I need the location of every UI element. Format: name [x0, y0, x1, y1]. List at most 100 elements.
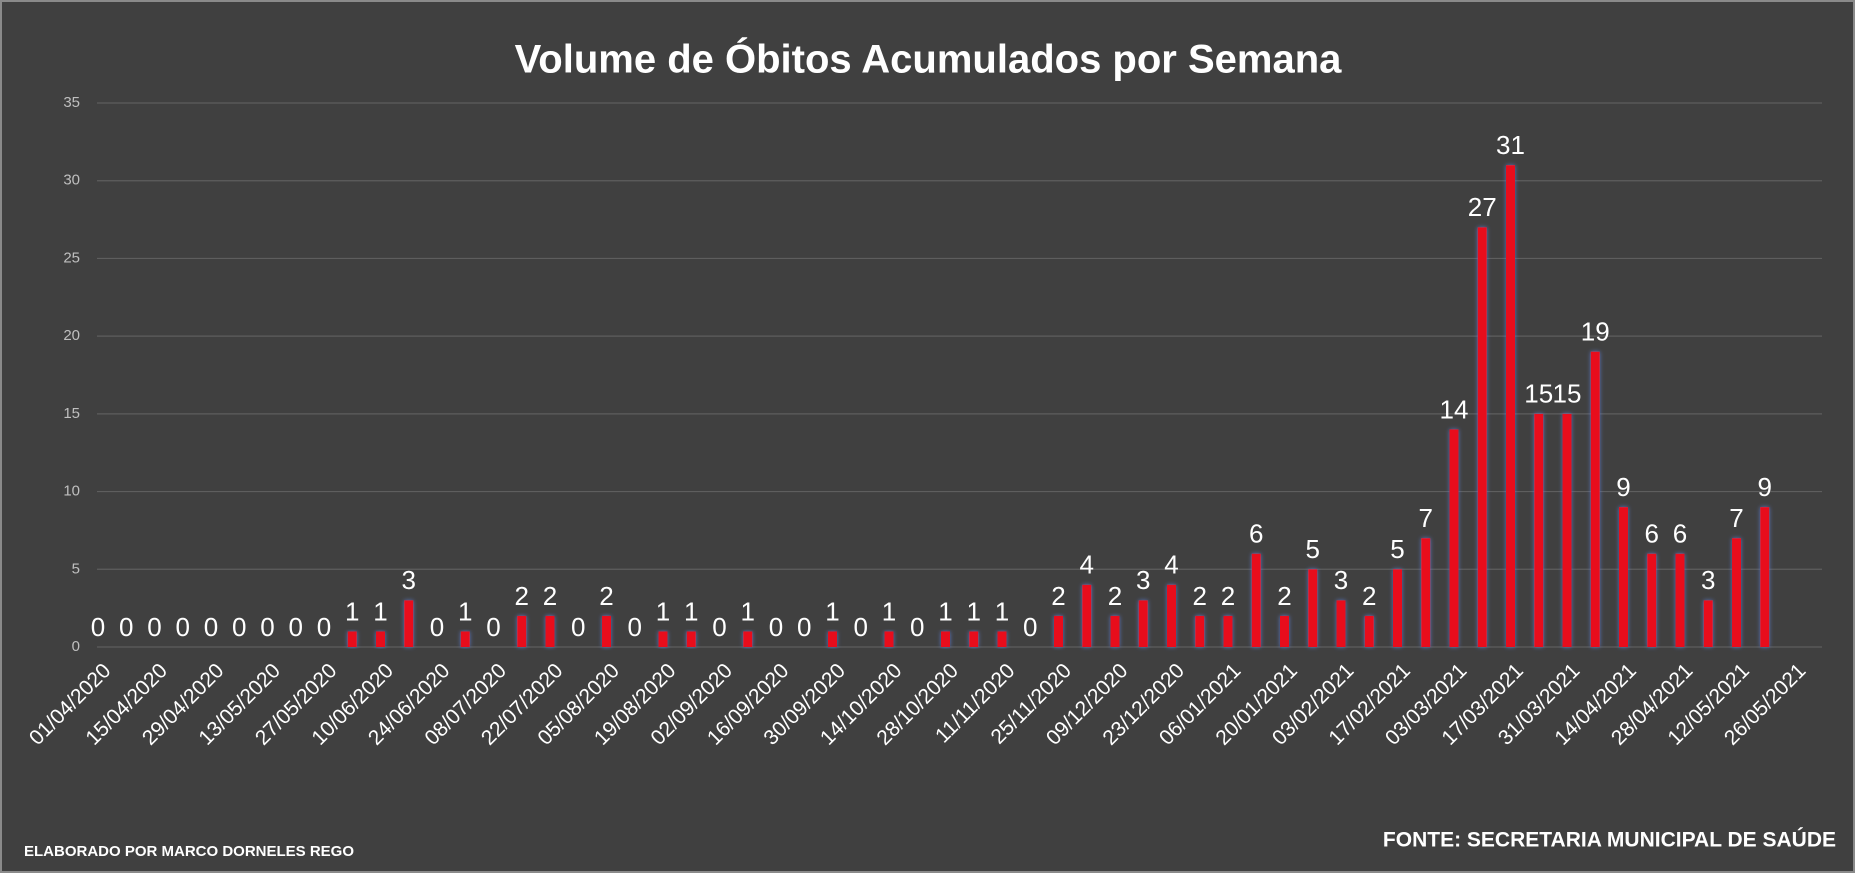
data-label: 2: [1221, 581, 1235, 611]
bar: [1110, 615, 1120, 647]
data-label: 0: [571, 612, 585, 642]
bar: [884, 631, 894, 647]
bar: [1562, 413, 1572, 647]
data-label: 3: [402, 565, 416, 595]
data-label: 9: [1758, 472, 1772, 502]
data-label: 2: [1108, 581, 1122, 611]
data-label: 2: [515, 581, 529, 611]
data-label: 0: [430, 612, 444, 642]
data-label: 1: [458, 596, 472, 626]
data-label: 6: [1645, 519, 1659, 549]
bar: [1251, 553, 1261, 647]
bar: [1619, 507, 1628, 647]
bar: [347, 631, 357, 647]
bar: [1449, 429, 1459, 647]
bar: [1167, 584, 1176, 647]
bar: [1732, 538, 1741, 647]
data-label: 2: [1362, 581, 1376, 611]
bar: [517, 615, 527, 647]
data-label: 0: [147, 612, 161, 642]
bar: [1534, 413, 1544, 647]
y-tick-label: 5: [72, 560, 80, 577]
y-tick-label: 35: [63, 94, 80, 111]
bar: [1760, 507, 1770, 647]
data-label: 1: [938, 596, 952, 626]
y-tick-label: 15: [63, 405, 80, 422]
data-label: 0: [797, 612, 811, 642]
data-label: 4: [1080, 550, 1094, 580]
bar: [1138, 600, 1148, 647]
bar: [1364, 615, 1374, 647]
data-label: 1: [967, 596, 981, 626]
data-label: 2: [1277, 581, 1291, 611]
data-label: 1: [825, 596, 839, 626]
bar: [941, 631, 950, 647]
data-label: 14: [1440, 394, 1469, 424]
data-label: 0: [260, 612, 274, 642]
source: FONTE: SECRETARIA MUNICIPAL DE SAÚDE: [1383, 828, 1836, 852]
bar: [658, 631, 668, 647]
data-label: 1: [345, 596, 359, 626]
data-label: 0: [854, 612, 868, 642]
bar: [602, 615, 611, 647]
bar: [1506, 165, 1515, 647]
data-label: 0: [712, 612, 726, 642]
bar: [1054, 615, 1063, 647]
data-label: 0: [486, 612, 500, 642]
bar: [1195, 615, 1205, 647]
bar: [1308, 569, 1318, 647]
bar: [1280, 615, 1289, 647]
data-label: 0: [769, 612, 783, 642]
data-label: 2: [1193, 581, 1207, 611]
data-label: 6: [1673, 519, 1687, 549]
y-tick-label: 20: [63, 327, 80, 344]
data-label: 1: [741, 596, 755, 626]
data-label: 15: [1553, 379, 1582, 409]
bar: [828, 631, 837, 647]
bar: [1703, 600, 1713, 647]
credit: ELABORADO POR MARCO DORNELES REGO: [24, 843, 354, 860]
data-label: 2: [599, 581, 613, 611]
bar: [1393, 569, 1402, 647]
data-label: 4: [1164, 550, 1178, 580]
data-label: 0: [910, 612, 924, 642]
data-label: 2: [1051, 581, 1065, 611]
data-label: 15: [1524, 379, 1553, 409]
data-label: 1: [882, 596, 896, 626]
data-label: 0: [289, 612, 303, 642]
y-tick-label: 0: [72, 638, 80, 655]
bar: [1647, 553, 1657, 647]
data-label: 19: [1581, 317, 1610, 347]
bar: [1336, 600, 1346, 647]
data-label: 1: [684, 596, 698, 626]
data-label: 3: [1136, 565, 1150, 595]
data-label: 1: [656, 596, 670, 626]
data-label: 7: [1729, 503, 1743, 533]
data-label: 0: [204, 612, 218, 642]
data-label: 27: [1468, 192, 1497, 222]
data-label: 0: [119, 612, 133, 642]
bar: [545, 615, 555, 647]
data-label: 3: [1334, 565, 1348, 595]
data-label: 31: [1496, 130, 1525, 160]
bar: [1223, 615, 1233, 647]
bar: [686, 631, 696, 647]
bar: [404, 600, 414, 647]
bar: [460, 631, 470, 647]
data-label: 0: [628, 612, 642, 642]
data-label: 6: [1249, 519, 1263, 549]
data-label: 2: [543, 581, 557, 611]
data-label: 0: [1023, 612, 1037, 642]
data-label: 5: [1306, 534, 1320, 564]
data-label: 5: [1390, 534, 1404, 564]
data-label: 0: [317, 612, 331, 642]
bar: [1590, 351, 1600, 647]
bar: [743, 631, 753, 647]
bar: [1477, 227, 1487, 648]
data-label: 7: [1419, 503, 1433, 533]
bar: [376, 631, 385, 647]
bar: [1675, 553, 1685, 647]
bar: [997, 631, 1007, 647]
